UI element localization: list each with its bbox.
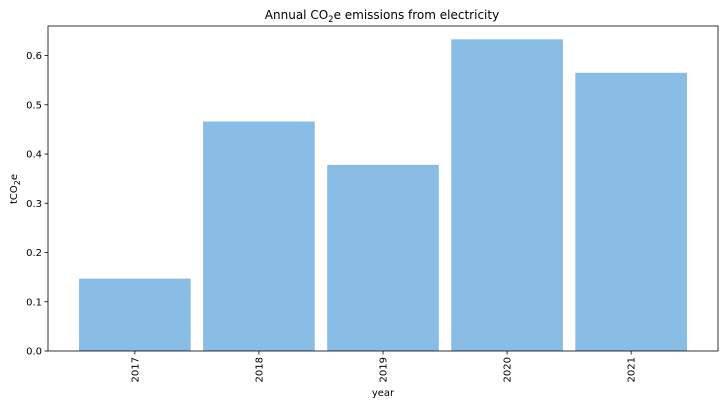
x-tick-label: 2017	[130, 357, 141, 382]
x-tick-label: 2019	[379, 357, 390, 382]
y-tick-label: 0.5	[26, 100, 42, 111]
bar-2019	[327, 164, 439, 351]
y-axis: 0.0 0.1 0.2 0.3 0.4 0.5 0.6	[26, 51, 48, 358]
x-tick-label: 2018	[254, 357, 265, 382]
bar-2018	[203, 121, 315, 351]
x-axis-label: year	[372, 388, 395, 399]
y-tick-label: 0.2	[26, 248, 42, 259]
y-tick-label: 0.1	[26, 297, 42, 308]
y-tick-label: 0.4	[26, 150, 42, 161]
x-axis: 2017 2018 2019 2020 2021	[130, 351, 638, 382]
y-tick-label: 0.0	[26, 347, 42, 358]
y-tick-label: 0.6	[26, 51, 42, 62]
chart-title: Annual CO2e emissions from electricity	[265, 8, 499, 25]
x-tick-label: 2021	[627, 357, 638, 382]
bars	[79, 39, 687, 352]
bar-2020	[451, 39, 563, 352]
bar-2017	[79, 278, 191, 351]
bar-2021	[575, 72, 687, 351]
y-tick-label: 0.3	[26, 199, 42, 210]
y-axis-label: tCO2e	[9, 174, 22, 204]
x-tick-label: 2020	[503, 357, 514, 382]
